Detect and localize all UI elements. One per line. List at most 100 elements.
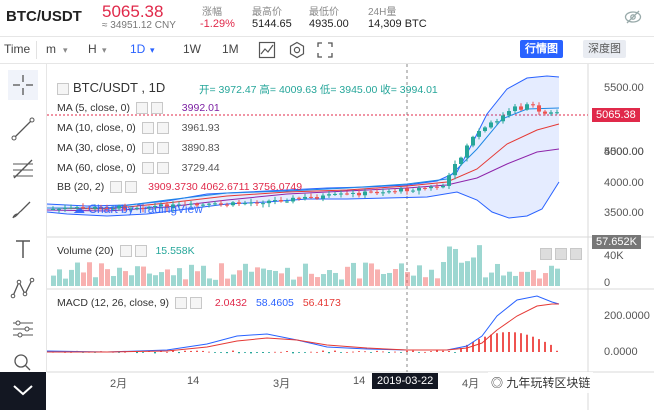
volume-bar <box>369 263 374 286</box>
macd-histogram-bar <box>454 352 456 353</box>
fib-tool[interactable] <box>8 154 38 189</box>
volume-bar <box>225 278 230 286</box>
volume-bar <box>399 263 404 286</box>
collapse-toolbar-button[interactable] <box>0 372 46 410</box>
ma10-line <box>47 107 560 209</box>
candle <box>231 202 235 206</box>
candle <box>105 207 109 210</box>
ma10-settings-icon[interactable] <box>141 122 154 135</box>
volume-bar <box>183 279 188 286</box>
candle <box>441 185 445 188</box>
pane-down-icon[interactable] <box>555 247 567 260</box>
candle <box>303 196 307 199</box>
ma5-close-icon[interactable] <box>150 102 163 115</box>
volume-bar <box>375 269 380 286</box>
tab-depth-chart[interactable]: 深度图 <box>583 40 626 58</box>
candle <box>177 204 181 206</box>
candle <box>213 203 217 205</box>
macd-close-icon[interactable] <box>189 297 202 310</box>
candle <box>549 112 553 114</box>
interval-1m-button[interactable]: 1M <box>222 42 239 56</box>
crosshair-tool[interactable] <box>8 70 38 100</box>
ma60-legend: MA (60, close, 0) 3729.44 <box>57 162 220 175</box>
candle <box>327 194 331 196</box>
tradingview-watermark[interactable]: ☁ Chart by TradingView <box>73 202 203 216</box>
volume-settings-icon[interactable] <box>119 245 132 258</box>
volume-bar <box>135 266 140 286</box>
ma5-settings-icon[interactable] <box>135 102 148 115</box>
macd-histogram-bar <box>184 350 186 352</box>
chevron-down-icon[interactable]: ▾ <box>63 45 68 55</box>
macd-histogram-bar <box>310 351 312 353</box>
volume-axis-label: 40K <box>604 250 624 262</box>
brush-tool[interactable] <box>8 194 38 229</box>
chevron-down-icon[interactable]: ▾ <box>102 45 107 55</box>
macd-histogram-bar <box>292 352 294 354</box>
price-chart[interactable]: BTC/USDT , 1D 开= 3972.47 高= 4009.63 低= 3… <box>47 64 654 410</box>
settings-icon[interactable] <box>288 41 306 64</box>
hour-interval-button[interactable]: H <box>88 42 97 56</box>
candle <box>81 207 85 209</box>
volume-indicator-label: Volume (20) <box>57 245 114 257</box>
time-button[interactable]: Time <box>4 42 31 56</box>
collapse-legend-icon[interactable] <box>57 82 69 95</box>
volume-label: 24H量 <box>368 7 397 18</box>
volume-bar <box>141 266 146 286</box>
ma10-close-icon[interactable] <box>156 122 169 135</box>
bb-settings-icon[interactable] <box>110 181 123 194</box>
ma60-settings-icon[interactable] <box>141 162 154 175</box>
macd-histogram-bar <box>538 339 540 352</box>
ma30-settings-icon[interactable] <box>141 142 154 155</box>
volume-bar <box>417 265 422 286</box>
wechat-icon: ◎ <box>491 376 504 390</box>
interval-1d-button[interactable]: 1D <box>130 42 146 56</box>
pane-maximize-icon[interactable] <box>570 247 582 260</box>
volume-bar <box>471 257 476 286</box>
text-tool[interactable] <box>8 234 38 269</box>
tab-market-chart[interactable]: 行情图 <box>520 40 563 58</box>
price-axis-label: 4000.00 <box>604 177 644 189</box>
volume-bar <box>93 277 98 286</box>
drawing-tools-rail <box>0 64 47 372</box>
volume-bar <box>75 262 80 286</box>
bb-close-icon[interactable] <box>125 181 138 194</box>
volume-bar <box>543 273 548 286</box>
zoom-tool[interactable] <box>8 352 38 377</box>
candle <box>207 203 211 205</box>
volume-bar <box>213 279 218 286</box>
eye-off-icon[interactable] <box>624 8 642 31</box>
candle <box>543 111 547 114</box>
chart-title: BTC/USDT , 1D <box>57 80 165 95</box>
ma30-close-icon[interactable] <box>156 142 169 155</box>
text-icon <box>16 240 30 258</box>
macd-histogram-bar <box>244 352 246 353</box>
interval-1w-button[interactable]: 1W <box>183 42 201 56</box>
macd-histogram-bar <box>352 351 354 353</box>
volume-bar <box>105 269 110 286</box>
candle <box>501 115 505 122</box>
chevron-down-icon[interactable]: ▾ <box>150 45 155 55</box>
minute-interval-button[interactable]: m <box>46 42 56 56</box>
candle <box>363 191 367 196</box>
indicator-icon[interactable] <box>258 41 276 64</box>
pane-up-icon[interactable] <box>540 247 552 260</box>
pattern-tool[interactable] <box>8 274 38 309</box>
candle <box>453 164 457 176</box>
volume-close-icon[interactable] <box>134 245 147 258</box>
volume-bar <box>531 270 536 286</box>
candle <box>225 204 229 206</box>
macd-histogram-bar <box>190 350 192 352</box>
candle <box>249 202 253 204</box>
watermark-text: Chart by TradingView <box>88 202 203 216</box>
ma60-close-icon[interactable] <box>156 162 169 175</box>
trend-line-tool[interactable] <box>8 114 38 149</box>
macd-histogram-bar <box>382 351 384 353</box>
macd-settings-icon[interactable] <box>174 297 187 310</box>
measure-tool[interactable] <box>8 314 38 349</box>
footer-brand: ◎ 九年玩转区块链 <box>488 372 594 393</box>
macd-histogram-bar <box>520 333 522 352</box>
ma30-value: 3890.83 <box>181 142 220 154</box>
macd-histogram-bar <box>328 352 330 354</box>
fullscreen-icon[interactable] <box>316 41 334 64</box>
volume-bar <box>507 271 512 286</box>
